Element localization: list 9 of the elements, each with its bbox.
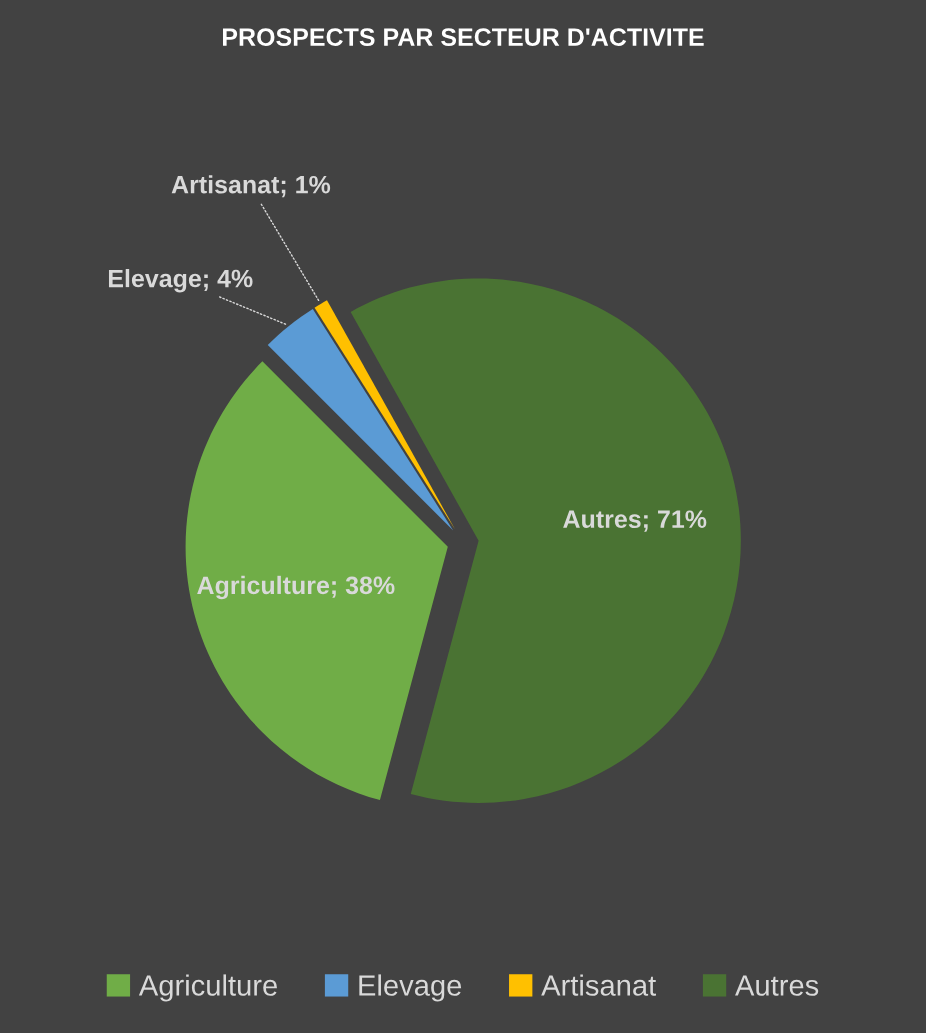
data-label: Elevage; 4%	[108, 269, 253, 293]
chart-title: PROSPECTS PAR SECTEUR D'ACTIVITE	[223, 28, 704, 46]
legend-label: Artisanat	[541, 974, 657, 996]
legend-label: Elevage	[359, 974, 462, 1002]
data-label: Agriculture; 38%	[197, 575, 395, 600]
legend-label: Agriculture	[138, 974, 277, 1002]
legend-label: Autres	[735, 975, 819, 996]
data-label: Artisanat; 1%	[171, 175, 331, 198]
data-label: Autres; 71%	[563, 510, 707, 532]
